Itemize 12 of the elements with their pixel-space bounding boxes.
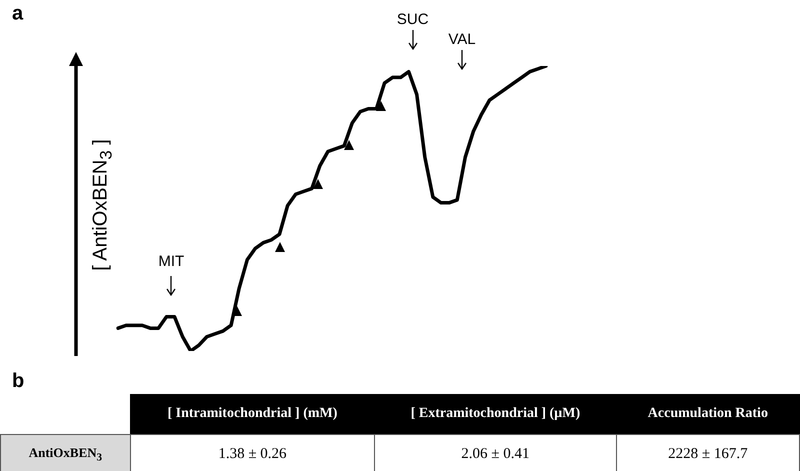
annotation: MIT — [158, 253, 184, 270]
category-label: [ Extramitochondrial ] (µM) — [374, 394, 616, 434]
text: b — [12, 370, 24, 393]
category-label: [ Intramitochondrial ] (mM) — [130, 394, 375, 434]
text: a — [12, 2, 24, 25]
category-label: AntiOxBEN$_{3}$ — [28, 444, 102, 464]
category-label: Accumulation Ratio — [616, 394, 800, 434]
text: 1.38 ± 0.26 — [218, 446, 287, 462]
text: SUC — [396, 11, 429, 28]
text: 2.06 ± 0.41 — [461, 446, 530, 462]
text: 2228 ± 167.7 — [668, 446, 748, 462]
text: VAL — [448, 31, 476, 48]
